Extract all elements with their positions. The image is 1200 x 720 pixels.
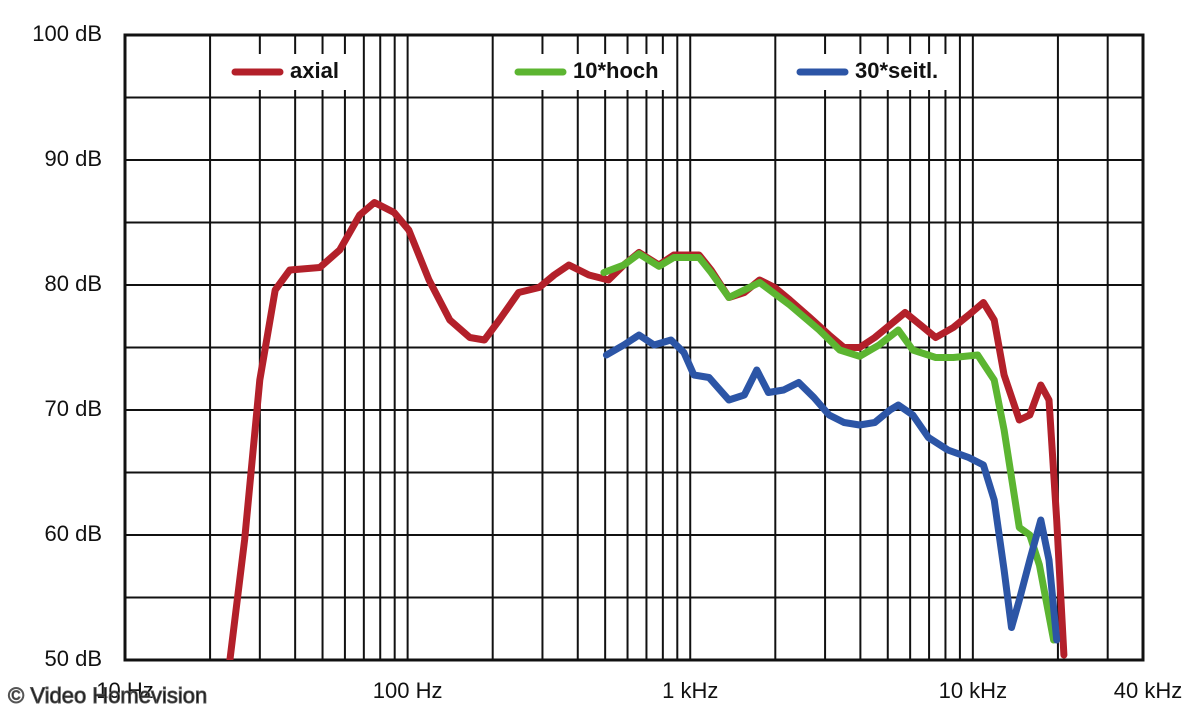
series-line bbox=[600, 250, 1058, 644]
x-tick-label: 100 Hz bbox=[373, 678, 443, 703]
y-tick-label: 60 dB bbox=[45, 521, 103, 546]
legend-label: 10*hoch bbox=[573, 58, 659, 83]
y-tick-label: 50 dB bbox=[45, 646, 103, 671]
y-tick-label: 100 dB bbox=[32, 21, 102, 46]
series-line bbox=[602, 331, 1061, 644]
x-tick-label: 10 Hz bbox=[96, 678, 153, 703]
x-tick-label: 1 kHz bbox=[662, 678, 718, 703]
legend-label: 30*seitl. bbox=[855, 58, 938, 83]
plot-frame bbox=[123, 33, 1145, 662]
x-tick-label: 40 kHz bbox=[1114, 678, 1182, 703]
series-group bbox=[226, 199, 1068, 660]
y-tick-label: 90 dB bbox=[45, 146, 103, 171]
y-tick-label: 80 dB bbox=[45, 271, 103, 296]
y-tick-label: 70 dB bbox=[45, 396, 103, 421]
x-tick-label: 10 kHz bbox=[939, 678, 1007, 703]
legend-label: axial bbox=[290, 58, 339, 83]
watermark: © Video Homevision bbox=[8, 683, 207, 708]
